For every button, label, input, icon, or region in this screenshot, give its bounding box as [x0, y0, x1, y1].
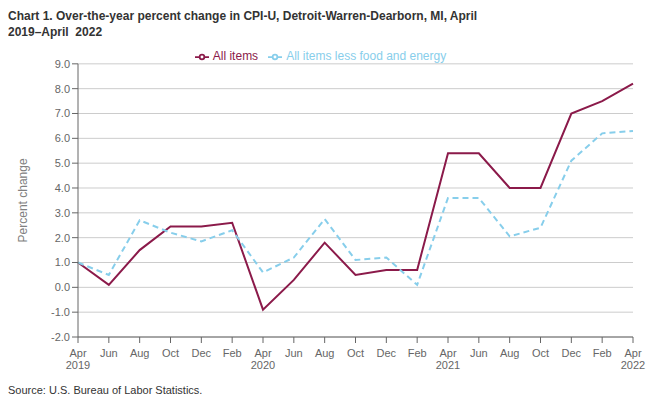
svg-text:Apr2019: Apr2019 — [66, 347, 90, 371]
svg-text:Apr2021: Apr2021 — [436, 347, 460, 371]
svg-text:6.0: 6.0 — [55, 132, 70, 144]
svg-text:Jun: Jun — [285, 347, 303, 359]
svg-text:Aug: Aug — [315, 347, 335, 359]
svg-text:5.0: 5.0 — [55, 157, 70, 169]
svg-text:Feb: Feb — [223, 347, 242, 359]
html-text:Source: U.S. Bureau of Labor S: Source: U.S. Bureau of Labor Statistics. — [8, 384, 203, 396]
svg-text:Apr2022: Apr2022 — [621, 347, 645, 371]
svg-text:1.0: 1.0 — [55, 256, 70, 268]
svg-text:Oct: Oct — [347, 347, 364, 359]
html-text:All items: All items — [212, 49, 259, 63]
svg-text:Jun: Jun — [470, 347, 488, 359]
svg-text:Oct: Oct — [162, 347, 179, 359]
svg-text:Aug: Aug — [500, 347, 520, 359]
svg-text:8.0: 8.0 — [55, 83, 70, 95]
svg-text:3.0: 3.0 — [55, 207, 70, 219]
svg-text:4.0: 4.0 — [55, 182, 70, 194]
svg-text:Feb: Feb — [593, 347, 612, 359]
svg-text:-2.0: -2.0 — [51, 331, 70, 343]
svg-text:Dec: Dec — [192, 347, 212, 359]
svg-text:Apr2020: Apr2020 — [251, 347, 275, 371]
svg-text:0.0: 0.0 — [55, 281, 70, 293]
svg-text:-1.0: -1.0 — [51, 306, 70, 318]
svg-text:Dec: Dec — [562, 347, 582, 359]
svg-text:Jun: Jun — [100, 347, 118, 359]
html-text:Chart 1. Over-the-year percent: Chart 1. Over-the-year percent change in… — [8, 9, 478, 23]
svg-text:Dec: Dec — [377, 347, 397, 359]
svg-text:7.0: 7.0 — [55, 107, 70, 119]
html-text:All items less food and energy: All items less food and energy — [286, 49, 447, 63]
svg-text:Aug: Aug — [130, 347, 150, 359]
svg-text:9.0: 9.0 — [55, 58, 70, 70]
svg-text:Percent change: Percent change — [16, 158, 30, 242]
svg-text:2.0: 2.0 — [55, 232, 70, 244]
svg-text:Oct: Oct — [532, 347, 549, 359]
html-text:2019–April 2022: 2019–April 2022 — [8, 25, 103, 39]
svg-text:Feb: Feb — [408, 347, 427, 359]
